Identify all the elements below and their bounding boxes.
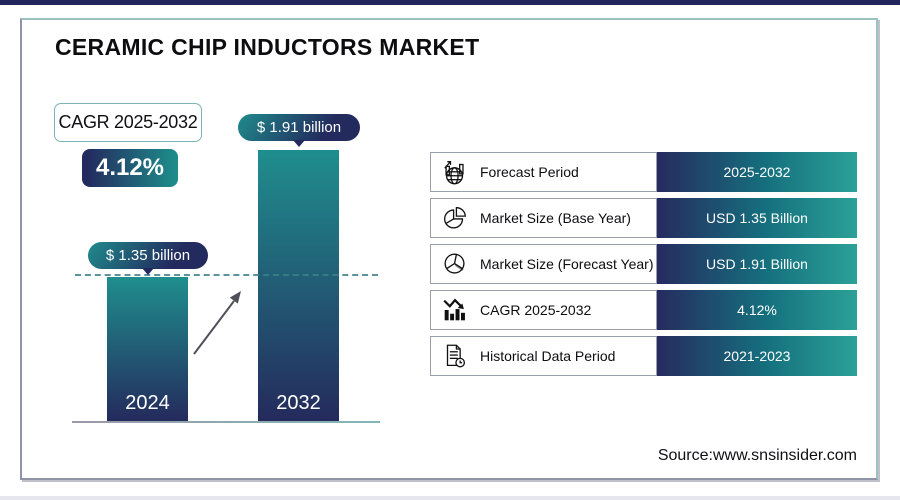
row-value-cell: USD 1.91 Billion — [657, 244, 857, 284]
globe-growth-icon — [439, 156, 471, 188]
row-value: 2025-2032 — [723, 164, 791, 180]
bar-2032: 2032 — [258, 150, 339, 422]
table-row: CAGR 2025-2032 4.12% — [430, 290, 857, 330]
row-value: 4.12% — [737, 302, 777, 318]
page-title: CERAMIC CHIP INDUCTORS MARKET — [55, 34, 480, 60]
table-row: Forecast Period 2025-2032 — [430, 152, 857, 192]
row-label-cell: CAGR 2025-2032 — [430, 290, 657, 330]
pie-chart-icon — [439, 202, 471, 234]
bar-2024: 2024 — [107, 277, 188, 422]
row-value: USD 1.91 Billion — [706, 256, 808, 272]
value-callout-2032-text: $ 1.91 billion — [256, 119, 342, 136]
row-value: 2021-2023 — [723, 348, 791, 364]
growth-arrow-icon — [193, 291, 241, 355]
bottom-accent-strip — [0, 496, 900, 500]
table-row: Historical Data Period 2021-2023 — [430, 336, 857, 376]
value-callout-2024-text: $ 1.35 billion — [105, 247, 191, 264]
callout-pointer-2024 — [142, 268, 154, 275]
source-text: Source:www.snsinsider.com — [657, 447, 857, 464]
cagr-label-text: CAGR 2025-2032 — [58, 112, 198, 132]
row-label: Market Size (Forecast Year) — [480, 256, 654, 272]
table-row: Market Size (Base Year) USD 1.35 Billion — [430, 198, 857, 238]
row-value-cell: 2025-2032 — [657, 152, 857, 192]
value-callout-2032: $ 1.91 billion — [238, 114, 360, 141]
cagr-label-box: CAGR 2025-2032 — [54, 103, 202, 142]
row-label-cell: Market Size (Forecast Year) — [430, 244, 657, 284]
value-callout-2024: $ 1.35 billion — [88, 242, 208, 269]
market-info-table: Forecast Period 2025-2032 Market Size (B… — [430, 152, 857, 376]
row-value-cell: 2021-2023 — [657, 336, 857, 376]
cagr-value-badge: 4.12% — [82, 149, 178, 187]
pie-chart-exploded-icon — [439, 248, 471, 280]
table-row: Market Size (Forecast Year) USD 1.91 Bil… — [430, 244, 857, 284]
row-label-cell: Forecast Period — [430, 152, 657, 192]
row-label: CAGR 2025-2032 — [480, 302, 592, 318]
row-label-cell: Historical Data Period — [430, 336, 657, 376]
row-value: USD 1.35 Billion — [706, 210, 808, 226]
row-label: Historical Data Period — [480, 348, 616, 364]
row-label: Forecast Period — [480, 164, 579, 180]
row-value-cell: 4.12% — [657, 290, 857, 330]
top-accent-bar — [0, 0, 900, 5]
bar-2032-year-label: 2032 — [276, 392, 321, 414]
row-label: Market Size (Base Year) — [480, 210, 631, 226]
bar-2024-year-label: 2024 — [125, 392, 170, 414]
reference-dashed-line — [75, 274, 378, 276]
row-label-cell: Market Size (Base Year) — [430, 198, 657, 238]
row-value-cell: USD 1.35 Billion — [657, 198, 857, 238]
document-clock-icon — [439, 340, 471, 372]
chart-baseline — [72, 421, 380, 423]
cagr-value-text: 4.12% — [95, 154, 165, 181]
callout-pointer-2032 — [293, 140, 305, 147]
bar-chart-trend-icon — [439, 294, 471, 326]
